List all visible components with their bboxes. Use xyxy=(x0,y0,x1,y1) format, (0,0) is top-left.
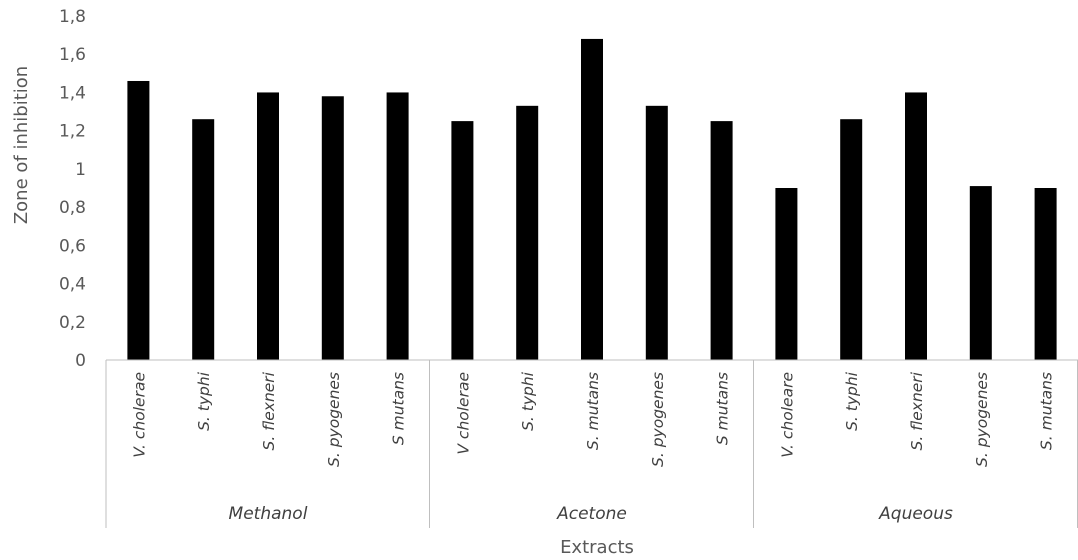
bar xyxy=(710,121,733,360)
bar xyxy=(840,119,863,360)
bars xyxy=(127,38,1057,361)
group-label: Aqueous xyxy=(878,504,953,524)
category-label: S. flexneri xyxy=(908,371,926,450)
bar xyxy=(386,92,409,360)
category-label: S. pyogenes xyxy=(325,372,343,467)
bar xyxy=(645,105,668,360)
category-label: S mutans xyxy=(390,372,408,445)
group-label: Methanol xyxy=(229,504,308,524)
y-tick-label: 1,6 xyxy=(59,45,86,65)
bar xyxy=(192,119,215,360)
bar xyxy=(451,121,474,360)
category-label: S. flexneri xyxy=(260,371,278,450)
y-tick-label: 0,6 xyxy=(59,236,86,256)
y-tick-label: 1,8 xyxy=(59,7,86,27)
category-label: V. choleare xyxy=(778,372,796,458)
category-label: S. typhi xyxy=(195,371,213,431)
y-tick-label: 0,8 xyxy=(59,198,86,218)
y-axis-title: Zone of inhibition xyxy=(11,66,32,224)
y-tick-label: 1,2 xyxy=(59,122,86,142)
bar xyxy=(257,92,279,360)
category-label: S. typhi xyxy=(519,371,537,431)
category-label: S. mutans xyxy=(584,372,602,450)
category-label: S. pyogenes xyxy=(649,372,667,467)
bar xyxy=(516,105,539,360)
bar xyxy=(127,80,150,360)
bar xyxy=(969,186,992,360)
category-label: V. cholerae xyxy=(130,372,148,458)
y-tick-label: 1,4 xyxy=(59,83,86,103)
category-label: V cholerae xyxy=(454,372,472,455)
bar xyxy=(775,188,798,360)
y-tick-label: 0,2 xyxy=(59,313,86,333)
y-tick-label: 1 xyxy=(75,160,86,180)
bar xyxy=(321,96,344,361)
category-label: S. typhi xyxy=(843,371,861,431)
y-tick-label: 0,4 xyxy=(59,275,86,295)
x-axis: V. cholerae S. typhi S. flexneri S. pyogene… xyxy=(105,359,1078,528)
bar xyxy=(581,38,603,360)
y-axis-ticks: 0 0,2 0,4 0,6 0,8 1 1,2 1,4 1,6 1,8 xyxy=(59,7,86,371)
x-axis-title: Extracts xyxy=(560,537,634,558)
bar xyxy=(1034,188,1057,360)
category-label: S mutans xyxy=(714,372,732,445)
category-label: S. pyogenes xyxy=(973,372,991,467)
y-tick-label: 0 xyxy=(75,351,86,371)
group-label: Acetone xyxy=(556,504,627,524)
bar xyxy=(905,92,927,360)
category-label: S. mutans xyxy=(1038,372,1056,450)
